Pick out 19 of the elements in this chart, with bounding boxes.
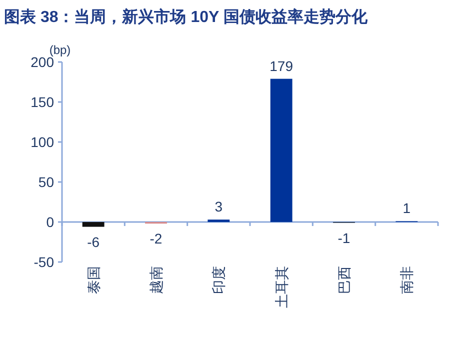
y-tick-label: 150 — [30, 94, 54, 110]
data-label: -1 — [338, 230, 350, 246]
x-tick-label: 南非 — [398, 266, 415, 294]
y-tick-label: 50 — [38, 174, 54, 190]
x-tick-label: 越南 — [148, 266, 164, 294]
data-label: -6 — [87, 234, 100, 250]
y-tick-label: 100 — [30, 134, 54, 150]
x-tick-label: 泰国 — [85, 266, 102, 294]
x-tick-label: 土耳其 — [273, 266, 290, 308]
x-tick-label: 巴西 — [336, 266, 352, 294]
data-label: 1 — [402, 200, 411, 216]
y-tick-label: 0 — [46, 214, 54, 230]
data-label: 179 — [270, 58, 294, 74]
data-label: -2 — [150, 230, 162, 247]
data-label: 3 — [214, 198, 223, 215]
x-tick-label: 印度 — [210, 266, 227, 294]
chart-title: 图表 38：当周，新兴市场 10Y 国债收益率走势分化 — [4, 7, 368, 26]
y-tick-label: -50 — [34, 254, 54, 270]
y-axis-title: (bp) — [49, 43, 71, 57]
